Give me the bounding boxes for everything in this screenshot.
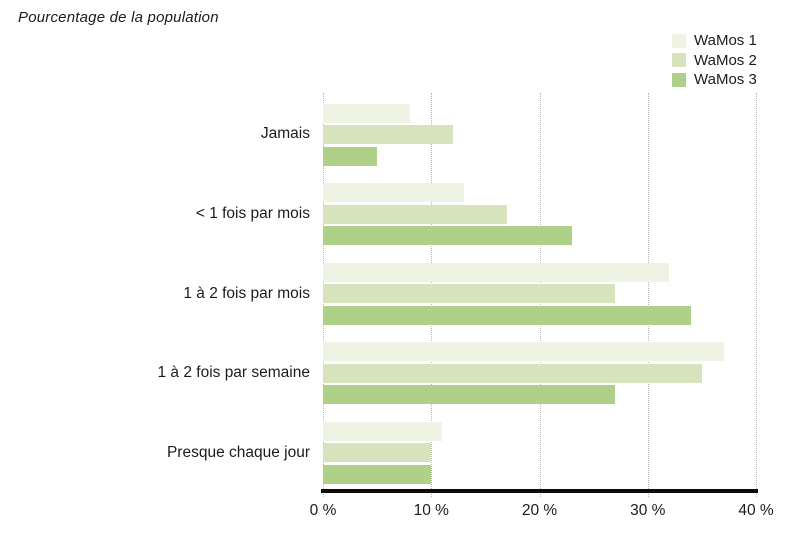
plot-area (323, 93, 757, 497)
bar-series1 (323, 183, 464, 203)
bar-group (323, 332, 756, 412)
bar-group (323, 93, 756, 173)
legend-row: WaMos 1 (672, 31, 757, 51)
legend-row: WaMos 2 (672, 51, 757, 71)
legend: WaMos 1 WaMos 2 WaMos 3 (672, 31, 757, 90)
x-axis-line (321, 489, 758, 493)
bar-series1 (323, 103, 410, 123)
bar-series1 (323, 421, 443, 441)
bar-series2 (323, 125, 453, 144)
bar-series2 (323, 284, 616, 304)
bar-group (323, 173, 756, 253)
bar-series1 (323, 342, 724, 362)
x-tick-label: 30 % (630, 502, 666, 519)
bar-series3 (323, 226, 572, 246)
x-tick-label: 40 % (738, 502, 774, 519)
legend-swatch-icon (672, 72, 686, 87)
chart-title: Pourcentage de la population (18, 9, 219, 26)
bar-group (323, 252, 756, 332)
bar-series3 (323, 464, 432, 484)
bar-series2 (323, 204, 508, 224)
legend-label: WaMos 1 (694, 32, 757, 50)
bar-series2 (323, 443, 432, 463)
gridline (756, 93, 757, 497)
x-tick-label: 20 % (521, 502, 558, 519)
legend-swatch-icon (672, 33, 686, 48)
category-label: Jamais (260, 125, 310, 143)
gridline (647, 93, 649, 497)
x-tick-label: 0 % (309, 502, 337, 519)
category-label: < 1 fois par mois (195, 204, 310, 222)
bar-series3 (323, 385, 616, 405)
category-label: 1 à 2 fois par mois (183, 284, 310, 302)
bar-series2 (323, 363, 702, 383)
category-label: 1 à 2 fois par semaine (157, 364, 310, 382)
bar-group (323, 411, 756, 491)
category-label: Presque chaque jour (166, 443, 310, 461)
legend-label: WaMos 2 (694, 51, 757, 69)
bar-series3 (323, 146, 378, 166)
legend-swatch-icon (672, 53, 686, 68)
x-tick-label: 10 % (413, 502, 449, 519)
bar-series1 (323, 262, 670, 282)
legend-label: WaMos 3 (694, 71, 757, 89)
bar-series3 (323, 305, 692, 325)
legend-row: WaMos 3 (672, 70, 757, 90)
